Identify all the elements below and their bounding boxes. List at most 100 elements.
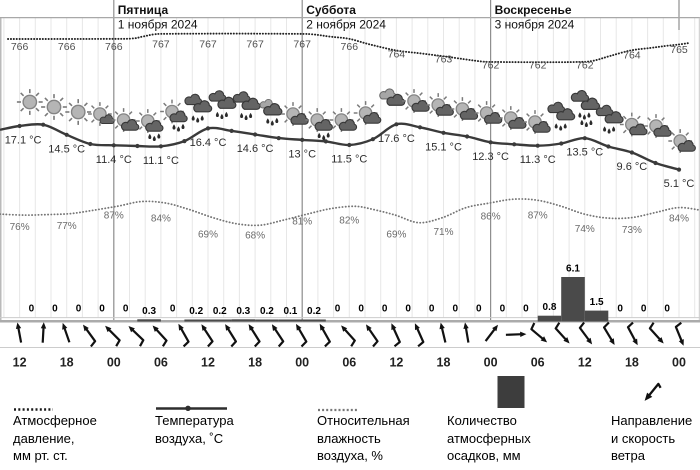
- svg-text:0.2: 0.2: [213, 306, 227, 317]
- svg-text:9.6 °C: 9.6 °C: [617, 161, 648, 173]
- svg-text:0: 0: [664, 304, 670, 315]
- svg-text:0.2: 0.2: [260, 306, 274, 317]
- svg-text:17.1 °C: 17.1 °C: [5, 135, 42, 147]
- svg-text:Пятница: Пятница: [118, 3, 169, 17]
- svg-text:1.5: 1.5: [590, 297, 604, 308]
- svg-text:12: 12: [578, 356, 592, 370]
- svg-text:0: 0: [76, 304, 82, 315]
- svg-text:0: 0: [29, 304, 35, 315]
- svg-text:06: 06: [342, 356, 356, 370]
- svg-text:81%: 81%: [292, 217, 312, 228]
- svg-text:воздуха, ˚С: воздуха, ˚С: [155, 431, 223, 446]
- svg-text:18: 18: [625, 356, 639, 370]
- svg-text:00: 00: [107, 356, 121, 370]
- svg-text:0: 0: [641, 304, 647, 315]
- svg-text:Воскресенье: Воскресенье: [495, 3, 572, 17]
- svg-text:ветра: ветра: [611, 448, 646, 463]
- svg-text:0: 0: [429, 304, 435, 315]
- svg-text:12: 12: [389, 356, 403, 370]
- svg-text:00: 00: [484, 356, 498, 370]
- svg-text:влажность: влажность: [317, 431, 381, 446]
- svg-text:84%: 84%: [151, 214, 171, 225]
- svg-text:0: 0: [617, 304, 623, 315]
- svg-text:06: 06: [531, 356, 545, 370]
- svg-text:2 ноября 2024: 2 ноября 2024: [306, 18, 386, 32]
- svg-text:воздуха, %: воздуха, %: [317, 448, 383, 463]
- svg-text:76%: 76%: [10, 222, 30, 233]
- svg-text:Количество: Количество: [447, 413, 517, 428]
- svg-text:69%: 69%: [198, 229, 218, 240]
- svg-text:766: 766: [11, 41, 29, 53]
- svg-text:764: 764: [388, 48, 406, 60]
- svg-text:0: 0: [453, 304, 459, 315]
- svg-text:767: 767: [199, 39, 217, 51]
- svg-text:и скорость: и скорость: [611, 431, 675, 446]
- svg-text:6.1: 6.1: [566, 264, 580, 275]
- svg-text:давление,: давление,: [13, 431, 75, 446]
- svg-text:Суббота: Суббота: [306, 3, 356, 17]
- svg-text:0: 0: [335, 304, 341, 315]
- svg-text:16.4 °C: 16.4 °C: [190, 137, 227, 149]
- svg-text:767: 767: [293, 39, 311, 51]
- svg-text:13.5 °C: 13.5 °C: [566, 147, 603, 159]
- svg-text:мм рт. ст.: мм рт. ст.: [13, 448, 68, 463]
- svg-text:0: 0: [500, 304, 506, 315]
- svg-text:0: 0: [358, 304, 364, 315]
- svg-text:0.3: 0.3: [142, 306, 156, 317]
- svg-text:00: 00: [672, 356, 686, 370]
- svg-text:766: 766: [341, 41, 359, 53]
- svg-text:87%: 87%: [528, 210, 548, 221]
- svg-text:осадков, мм: осадков, мм: [447, 448, 521, 463]
- svg-text:762: 762: [482, 60, 500, 72]
- svg-text:18: 18: [60, 356, 74, 370]
- svg-text:12: 12: [13, 356, 27, 370]
- svg-text:0: 0: [405, 304, 411, 315]
- svg-text:12.3 °C: 12.3 °C: [472, 151, 509, 163]
- svg-text:84%: 84%: [669, 214, 689, 225]
- svg-text:Относительная: Относительная: [317, 413, 410, 428]
- svg-text:762: 762: [576, 60, 594, 72]
- svg-text:15.1 °C: 15.1 °C: [425, 141, 462, 153]
- svg-text:0.1: 0.1: [283, 306, 297, 317]
- svg-text:86%: 86%: [481, 212, 501, 223]
- svg-text:00: 00: [295, 356, 309, 370]
- svg-text:18: 18: [248, 356, 262, 370]
- svg-text:14.6 °C: 14.6 °C: [237, 143, 274, 155]
- svg-text:767: 767: [152, 39, 170, 51]
- svg-text:0: 0: [52, 304, 58, 315]
- svg-text:0: 0: [99, 304, 105, 315]
- svg-text:3 ноября 2024: 3 ноября 2024: [495, 18, 575, 32]
- svg-text:69%: 69%: [386, 229, 406, 240]
- svg-text:74%: 74%: [575, 224, 595, 235]
- svg-text:87%: 87%: [104, 210, 124, 221]
- svg-text:атмосферных: атмосферных: [447, 431, 531, 446]
- svg-text:77%: 77%: [57, 221, 77, 232]
- svg-text:17.6 °C: 17.6 °C: [378, 133, 415, 145]
- svg-text:73%: 73%: [622, 225, 642, 236]
- svg-text:0.8: 0.8: [543, 302, 557, 313]
- svg-text:13 °C: 13 °C: [288, 148, 316, 160]
- svg-text:1 ноября 2024: 1 ноября 2024: [118, 18, 198, 32]
- svg-text:0: 0: [382, 304, 388, 315]
- svg-text:5.1 °C: 5.1 °C: [664, 178, 695, 190]
- svg-text:766: 766: [105, 41, 123, 53]
- svg-text:0.2: 0.2: [307, 306, 321, 317]
- svg-text:0: 0: [123, 304, 129, 315]
- svg-text:762: 762: [529, 60, 547, 72]
- svg-text:Направление: Направление: [611, 413, 692, 428]
- svg-text:06: 06: [154, 356, 168, 370]
- svg-text:11.1 °C: 11.1 °C: [143, 155, 179, 167]
- svg-text:0.3: 0.3: [236, 306, 250, 317]
- svg-text:12: 12: [201, 356, 215, 370]
- svg-text:82%: 82%: [339, 216, 359, 227]
- svg-text:Атмосферное: Атмосферное: [13, 413, 97, 428]
- svg-text:71%: 71%: [433, 227, 453, 238]
- svg-text:764: 764: [623, 49, 641, 61]
- svg-text:11.5 °C: 11.5 °C: [331, 154, 367, 166]
- svg-text:0: 0: [170, 304, 176, 315]
- svg-text:11.3 °C: 11.3 °C: [520, 154, 556, 166]
- svg-text:0: 0: [523, 304, 529, 315]
- svg-text:14.5 °C: 14.5 °C: [48, 143, 85, 155]
- svg-text:0: 0: [476, 304, 482, 315]
- svg-text:765: 765: [670, 44, 688, 56]
